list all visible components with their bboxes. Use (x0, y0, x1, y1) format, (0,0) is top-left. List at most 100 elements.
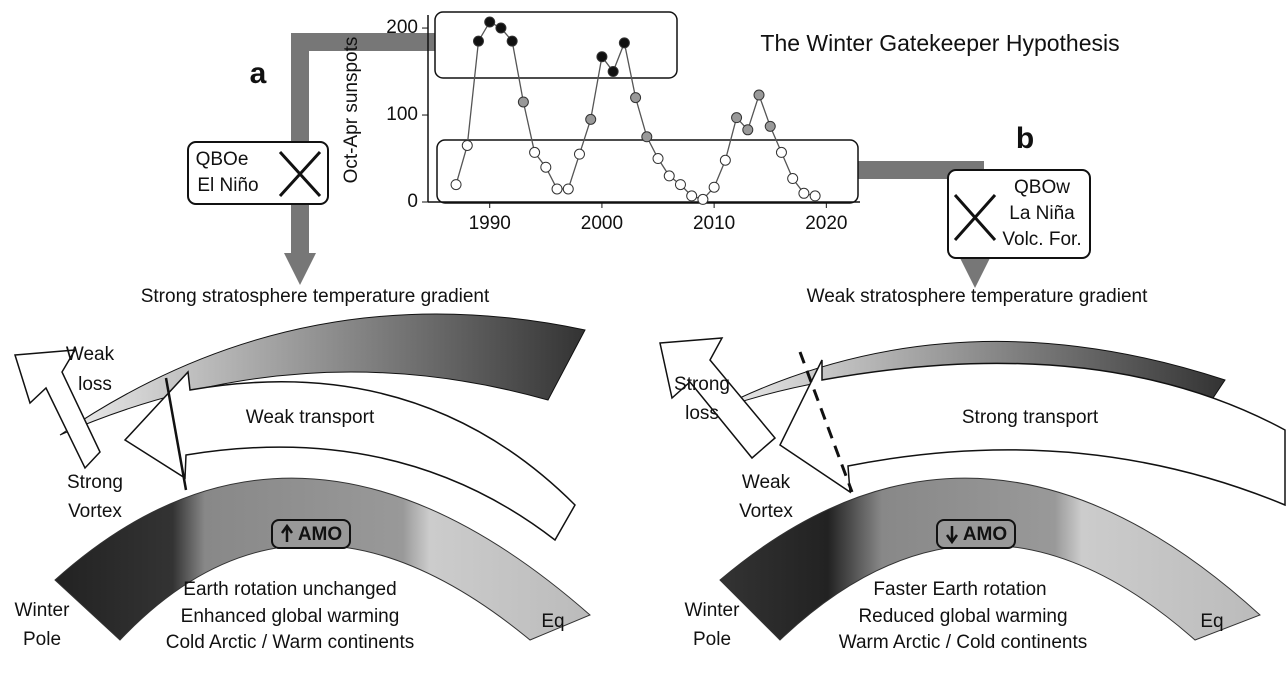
amo: AMO (298, 524, 342, 545)
x-tick-label: 2020 (805, 213, 847, 234)
sunspot-point (562, 183, 574, 195)
sunspot-point (495, 22, 507, 34)
factor: La Niña (1009, 203, 1075, 224)
sunspot-point (731, 112, 743, 124)
sunspot-point (719, 154, 731, 166)
label: Winter (685, 600, 741, 621)
transport-arrow (779, 359, 1286, 507)
sunspot-point (540, 161, 552, 173)
stratosphere-gradient (59, 313, 586, 436)
sunspot-point (573, 148, 585, 160)
sunspot-point (506, 35, 518, 47)
sunspot-point (585, 113, 597, 125)
label: Pole (693, 629, 731, 650)
sunspot-point (742, 124, 754, 136)
label: Vortex (68, 501, 122, 522)
factor: Volc. For. (1002, 229, 1081, 250)
panel-label: a (250, 57, 267, 90)
sunspot-point (775, 146, 787, 158)
factor: QBOe (196, 149, 249, 170)
factor-box (947, 169, 1091, 259)
sunspot-point (596, 51, 608, 63)
loss-arrow (659, 337, 777, 460)
y-tick-label: 200 (386, 17, 418, 38)
sunspot-point (630, 92, 642, 104)
sunspot-point (787, 173, 799, 185)
sunspot-point (517, 96, 529, 108)
cross (953, 194, 997, 241)
sunspot-point (708, 181, 720, 193)
label: Eq (541, 611, 564, 632)
label: loss (685, 403, 719, 424)
highlight-box (436, 139, 859, 204)
earth (719, 477, 1261, 641)
label: Weak (66, 344, 115, 365)
panel-a: Strong stratosphere temperature gradient… (14, 286, 591, 653)
label: loss (78, 374, 112, 395)
earth (54, 477, 591, 641)
x-tick-label: 1990 (469, 213, 511, 234)
amo-box (936, 519, 1016, 549)
x-tick-label: 2000 (581, 213, 623, 234)
up-arrow (280, 523, 294, 542)
vortex-line (798, 351, 854, 493)
sunspot-point (618, 37, 630, 49)
sunspot-point (484, 16, 496, 28)
sunspot-point (641, 131, 653, 143)
label: Pole (23, 629, 61, 650)
label: Strong transport (962, 407, 1099, 428)
y-tick-label: 100 (386, 104, 418, 125)
x-tick-label: 2010 (693, 213, 735, 234)
title: The Winter Gatekeeper Hypothesis (760, 30, 1119, 56)
down-arrow (945, 526, 959, 545)
note: Reduced global warming (858, 606, 1067, 627)
label: Strong (67, 472, 123, 493)
sunspot-point (764, 120, 776, 132)
panel-b: Weak stratosphere temperature gradient S… (659, 286, 1286, 653)
sunspot-point (686, 190, 698, 202)
highlight-box (434, 11, 678, 79)
panel-heading: Strong stratosphere temperature gradient (141, 286, 490, 307)
panel-label: b (1016, 122, 1034, 155)
label: Eq (1200, 611, 1223, 632)
note: Earth rotation unchanged (183, 579, 396, 600)
sunspot-point (663, 170, 675, 182)
sunspot-point (607, 66, 619, 78)
label: Vortex (739, 501, 793, 522)
amo-box (271, 519, 351, 549)
note: Cold Arctic / Warm continents (166, 632, 414, 653)
sunspot-chart: Oct-Apr sunspots 0 100 200 1990 2000 2010 2020 (341, 11, 860, 234)
note: Faster Earth rotation (873, 579, 1046, 600)
sunspot-point (461, 139, 473, 151)
sunspot-point (529, 146, 541, 158)
note: Enhanced global warming (181, 606, 400, 627)
panel-heading: Weak stratosphere temperature gradient (807, 286, 1148, 307)
sunspot-point (652, 153, 664, 165)
sunspot-point (472, 35, 484, 47)
y-tick-label: 0 (407, 191, 418, 212)
cross (278, 150, 322, 198)
label: Weak transport (246, 407, 375, 428)
sunspot-point (798, 187, 810, 199)
sunspot-point (551, 183, 563, 195)
sunspot-point (450, 179, 462, 191)
label: Winter (15, 600, 71, 621)
loss-arrow (14, 349, 101, 470)
arrow-head (959, 256, 991, 288)
sunspot-point (674, 179, 686, 191)
label: Weak (742, 472, 791, 493)
sunspot-point (697, 193, 709, 205)
label: Strong (674, 374, 730, 395)
factor: QBOw (1014, 177, 1070, 198)
y-axis-label: Oct-Apr sunspots (341, 37, 362, 184)
factor-box (187, 141, 329, 205)
sunspot-point (753, 89, 765, 101)
amo: AMO (963, 524, 1007, 545)
transport-arrow (123, 370, 576, 542)
sunspot-point (809, 190, 821, 202)
arrow-head (284, 253, 316, 285)
factor: El Niño (197, 175, 258, 196)
vortex-line (164, 377, 188, 491)
note: Warm Arctic / Cold continents (839, 632, 1087, 653)
